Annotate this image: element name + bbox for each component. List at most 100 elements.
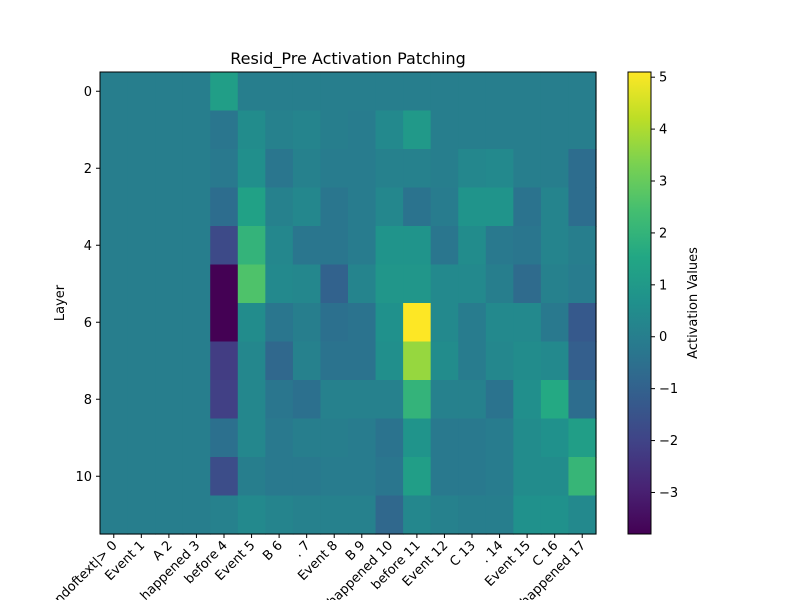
heatmap-cell <box>100 341 129 381</box>
heatmap-cell <box>210 418 239 458</box>
heatmap-cell <box>127 149 156 189</box>
heatmap-cell <box>292 226 322 266</box>
heatmap-cell <box>210 380 239 420</box>
heatmap-cell <box>568 457 597 497</box>
heatmap-cell <box>485 72 514 112</box>
heatmap-cell <box>320 72 349 112</box>
heatmap-cell <box>348 457 377 497</box>
heatmap-cell <box>127 264 156 304</box>
heatmap-cell <box>540 457 570 497</box>
heatmap-cell <box>155 495 184 535</box>
heatmap-cell <box>348 110 377 150</box>
heatmap-cell <box>320 187 349 227</box>
heatmap-cell <box>568 418 597 458</box>
heatmap-cell <box>237 187 266 227</box>
heatmap-cell <box>458 149 487 189</box>
heatmap-cell <box>237 149 266 189</box>
x-tick-label: C 13 <box>447 538 479 570</box>
heatmap-cell <box>540 418 570 458</box>
heatmap-cell <box>155 457 184 497</box>
heatmap-cell <box>403 495 432 535</box>
colorbar-label: Activation Values <box>686 247 701 359</box>
heatmap-cell <box>127 303 156 343</box>
heatmap-cell <box>237 495 266 535</box>
heatmap-cell <box>485 418 514 458</box>
heatmap-cell <box>430 418 459 458</box>
heatmap-cell <box>320 457 349 497</box>
heatmap-cell <box>568 187 597 227</box>
heatmap-cell <box>155 226 184 266</box>
heatmap-cell <box>265 418 294 458</box>
heatmap-cell <box>210 341 239 381</box>
heatmap-cell <box>513 187 542 227</box>
heatmap-cell <box>320 341 349 381</box>
heatmap-cell <box>265 380 294 420</box>
heatmap-cell <box>403 303 432 343</box>
heatmap-cell <box>430 187 459 227</box>
heatmap-cell <box>182 72 211 112</box>
heatmap-cell <box>127 380 156 420</box>
heatmap-cell <box>458 110 487 150</box>
heatmap-cell <box>210 149 239 189</box>
heatmap-cell <box>348 72 377 112</box>
heatmap-cell <box>155 380 184 420</box>
colorbar-tick-label: 1 <box>659 278 667 293</box>
heatmap-cell <box>485 187 514 227</box>
heatmap-cell <box>265 149 294 189</box>
heatmap-cell <box>458 303 487 343</box>
heatmap-cell <box>430 457 459 497</box>
heatmap-cell <box>348 187 377 227</box>
heatmap-cell <box>265 110 294 150</box>
heatmap-cell <box>375 457 404 497</box>
heatmap-cell <box>513 226 542 266</box>
heatmap-cell <box>265 341 294 381</box>
heatmap-cell <box>485 495 514 535</box>
heatmap-cell <box>320 303 349 343</box>
heatmap-cell <box>237 457 266 497</box>
heatmap-cell <box>458 418 487 458</box>
heatmap-cell <box>375 495 404 535</box>
heatmap-cell <box>237 264 266 304</box>
heatmap-cell <box>458 187 487 227</box>
heatmap-cell <box>513 149 542 189</box>
heatmap-cell <box>513 457 542 497</box>
colorbar-tick-label: 0 <box>659 330 667 345</box>
heatmap-cell <box>182 187 211 227</box>
chart-title: Resid_Pre Activation Patching <box>230 49 466 69</box>
heatmap-cell <box>155 110 184 150</box>
colorbar-scale <box>628 72 651 534</box>
heatmap-cell <box>182 495 211 535</box>
heatmap-cell <box>568 264 597 304</box>
plot-frame <box>99 71 597 535</box>
heatmap-cell <box>127 187 156 227</box>
heatmap-cell <box>265 226 294 266</box>
heatmap-cell <box>568 149 597 189</box>
colorbar-frame <box>627 71 652 535</box>
heatmap-cell <box>540 264 570 304</box>
heatmap-cell <box>403 72 432 112</box>
heatmap-cell <box>403 457 432 497</box>
heatmap-cell <box>348 264 377 304</box>
heatmap-cell <box>375 226 404 266</box>
heatmap-cell <box>375 264 404 304</box>
heatmap-cell <box>320 418 349 458</box>
heatmap-cell <box>292 187 322 227</box>
colorbar-ticks: −3 −2 −1 0 1 2 3 4 5 <box>651 71 678 501</box>
heatmap-cell <box>403 226 432 266</box>
heatmap-cell <box>265 72 294 112</box>
y-tick-label: 10 <box>75 470 92 485</box>
heatmap-cell <box>237 341 266 381</box>
heatmap-cell <box>348 380 377 420</box>
heatmap-cell <box>237 380 266 420</box>
heatmap-cell <box>292 457 322 497</box>
heatmap-cell <box>100 72 129 112</box>
heatmap-cell <box>237 72 266 112</box>
heatmap-cell <box>100 264 129 304</box>
heatmap-cell <box>485 341 514 381</box>
heatmap-cell <box>100 303 129 343</box>
colorbar-tick-label: 5 <box>659 71 667 86</box>
heatmap-cell <box>375 380 404 420</box>
heatmap-cell <box>100 149 129 189</box>
heatmap-cell <box>292 72 322 112</box>
heatmap-cell <box>375 187 404 227</box>
